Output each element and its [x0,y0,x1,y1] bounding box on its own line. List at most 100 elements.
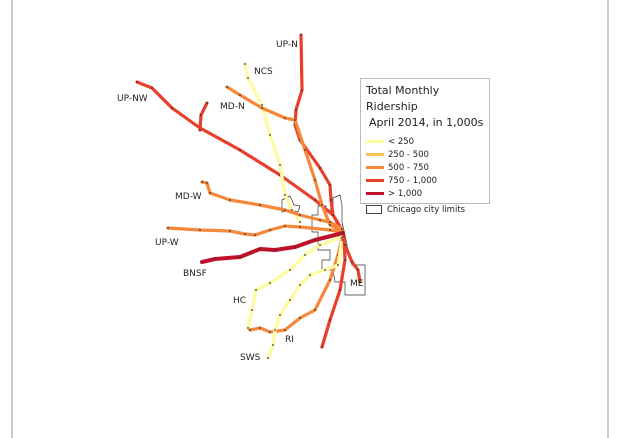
station-dot [284,329,286,331]
line-label-md-n: MD-N [220,102,245,112]
station-dot [255,289,257,291]
rail-segment [200,180,344,231]
rail-line-md-w [200,180,344,231]
station-dot [319,219,321,221]
line-label-up-w: UP-W [155,238,179,248]
station-dot [151,87,153,89]
station-dot [200,114,202,116]
station-dot [291,209,293,211]
station-dot [294,119,296,121]
station-dot [321,204,323,206]
station-dot [244,233,246,235]
station-dot [249,329,251,331]
legend-label: 250 - 500 [388,149,429,160]
station-dot [357,269,359,271]
legend-label: < 250 [388,136,415,147]
rail-segment [243,62,302,224]
station-dot [274,249,276,251]
station-dot [261,107,263,109]
rail-line-md-n [225,85,344,233]
station-dot [269,229,271,231]
station-dot [314,239,316,241]
legend-row: < 250 [366,135,484,148]
station-dot [259,327,261,329]
station-dot [272,344,274,346]
station-dot [329,224,331,226]
city-limits-swatch [366,205,382,214]
station-dot [299,284,301,286]
station-dot [269,282,271,284]
legend-label: Chicago city limits [387,204,466,215]
rail-line-hc [246,235,344,330]
rail-segment [166,224,344,237]
station-dot [226,86,228,88]
station-dot [279,314,281,316]
station-dot [249,252,251,254]
station-dot [301,89,303,91]
station-dot [329,229,331,231]
station-dot [284,194,286,196]
station-dot [344,244,346,246]
station-dot [269,331,271,333]
legend-label: > 1,000 [388,188,423,199]
rail-segment [200,231,345,264]
station-dot [329,279,331,281]
station-dot [239,149,241,151]
station-dot [299,214,301,216]
station-dot [267,357,269,359]
station-dot [299,221,301,223]
legend: Total Monthly Ridership April 2014, in 1… [360,78,490,215]
station-dot [341,239,343,241]
station-dot [344,259,346,261]
station-dot [329,319,331,321]
station-dot [319,244,321,246]
line-label-ri: RI [285,335,294,345]
station-dot [294,246,296,248]
rail-line-me [320,234,362,349]
station-dot [321,346,323,348]
rail-segment [343,243,362,284]
station-dot [201,181,203,183]
station-dot [314,309,316,311]
station-dot [279,164,281,166]
legend-swatch [366,179,384,182]
line-label-up-nw: UP-NW [117,94,148,104]
station-dot [330,199,332,201]
station-dot [239,94,241,96]
rail-segment [225,85,344,233]
station-dot [239,256,241,258]
station-dot [329,221,331,223]
station-dot [199,129,201,131]
rail-line-ncs [243,62,302,224]
rail-segment [198,101,209,132]
line-label-bnsf: BNSF [183,269,207,279]
legend-label: 500 - 750 [388,162,429,173]
line-label-md-w: MD-W [175,192,202,202]
rail-line-up-w [166,224,344,237]
station-dot [244,63,246,65]
station-dot [339,289,341,291]
station-dot [167,227,169,229]
station-dot [269,134,271,136]
station-dot [261,104,263,106]
legend-row: > 1,000 [366,187,484,200]
rail-line-up-nw [135,80,344,232]
station-dot [229,199,231,201]
station-dot [259,204,261,206]
legend-swatch [366,140,384,143]
legend-title: Total Monthly Ridership [366,84,440,113]
station-dot [341,237,343,239]
legend-row: 750 - 1,000 [366,174,484,187]
legend-row: 250 - 500 [366,148,484,161]
station-dot [300,34,302,36]
station-dot [304,254,306,256]
station-dot [341,228,343,230]
station-dot [284,209,286,211]
rail-segment [266,238,344,360]
station-dot [342,232,344,234]
legend-subtitle: April 2014, in 1,000s [369,116,484,129]
station-dot [337,264,339,266]
station-dot [254,234,256,236]
